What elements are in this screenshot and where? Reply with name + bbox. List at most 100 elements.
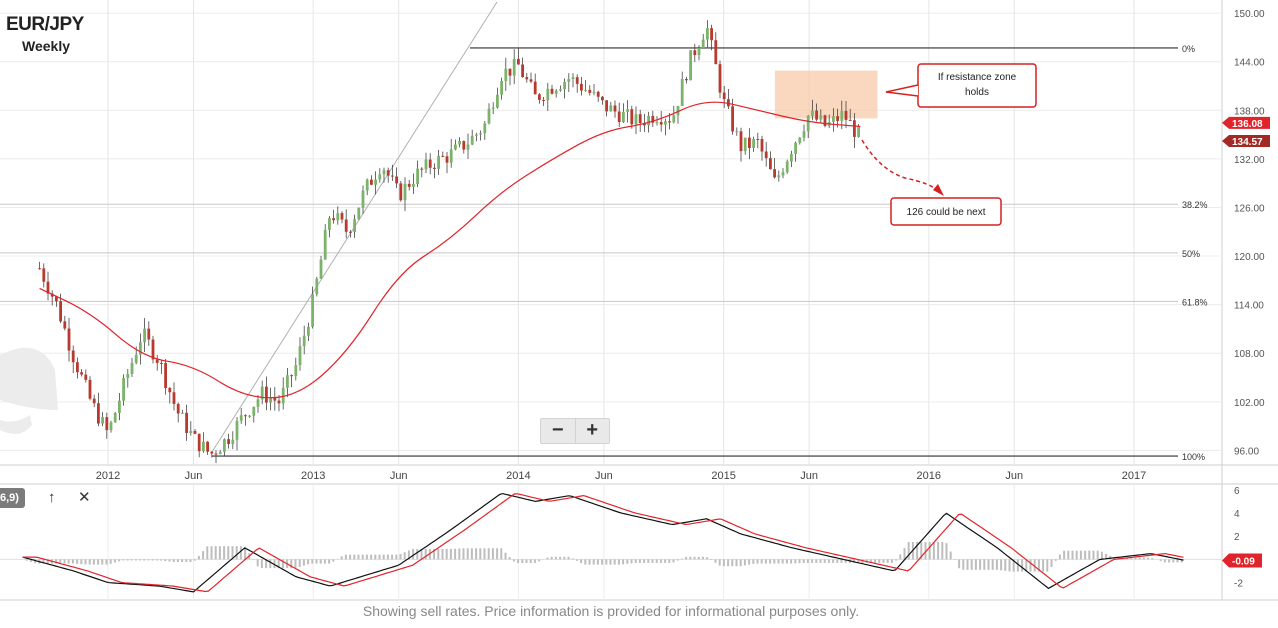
zoom-out-button[interactable]: − — [541, 419, 576, 443]
candle — [38, 268, 41, 270]
candle — [538, 94, 541, 100]
candle — [764, 151, 768, 159]
candle — [353, 219, 356, 233]
candle — [811, 110, 814, 116]
candle — [714, 40, 718, 65]
candle — [273, 397, 277, 401]
candle — [328, 218, 331, 230]
candle — [445, 156, 449, 163]
candle — [722, 92, 726, 100]
candle — [181, 412, 184, 414]
y-tick-label: 138.00 — [1234, 106, 1265, 117]
fib-label: 61.8% — [1182, 297, 1208, 307]
candle — [403, 183, 407, 201]
candle — [802, 131, 806, 138]
candle — [172, 392, 176, 404]
macd-line — [22, 492, 1184, 593]
candle — [609, 105, 613, 112]
candle — [197, 433, 201, 452]
y-tick-label: 120.00 — [1234, 252, 1265, 263]
candles-group — [38, 20, 860, 464]
candle — [134, 354, 138, 363]
candle — [332, 218, 335, 221]
candle — [659, 122, 663, 125]
x-tick-label: Jun — [390, 470, 408, 482]
candle — [626, 109, 629, 112]
candle — [596, 91, 600, 97]
candle — [844, 110, 848, 120]
candle — [857, 126, 860, 137]
move-up-icon[interactable]: ↑ — [48, 489, 56, 506]
zoom-in-button[interactable]: + — [586, 419, 599, 441]
candle — [437, 155, 440, 169]
watermark-logo-part — [0, 415, 32, 434]
candle — [554, 90, 558, 94]
candle — [836, 116, 839, 121]
candle — [689, 50, 692, 81]
indicator-label[interactable]: 6,9) — [0, 488, 25, 508]
x-tick-label: 2014 — [506, 470, 530, 482]
candle — [160, 362, 163, 364]
candle — [617, 111, 621, 123]
candle — [269, 397, 272, 403]
candle — [571, 77, 575, 80]
candle — [748, 137, 751, 148]
candle — [202, 441, 205, 452]
candle — [806, 115, 810, 132]
x-tick-label: Jun — [1005, 470, 1023, 482]
macd-value-label: -0.09 — [1232, 556, 1255, 567]
candle — [391, 175, 394, 177]
candle — [819, 115, 823, 120]
candle — [357, 207, 361, 220]
candle — [265, 386, 268, 403]
chart-subtitle: Weekly — [22, 38, 70, 54]
close-indicator-icon[interactable]: ✕ — [78, 489, 91, 506]
candle — [504, 68, 508, 82]
candle — [441, 155, 445, 157]
candle — [307, 326, 310, 336]
candle — [67, 328, 71, 351]
candle — [664, 121, 667, 125]
candle — [601, 96, 604, 101]
candle — [428, 159, 432, 168]
y-tick-label: 96.00 — [1234, 446, 1259, 457]
candle — [147, 328, 151, 340]
candle — [433, 167, 436, 169]
candle — [298, 346, 302, 366]
candle — [227, 439, 230, 444]
candle — [101, 417, 104, 424]
candle — [680, 78, 684, 107]
candle — [630, 109, 634, 125]
candle — [424, 159, 428, 170]
candle — [294, 365, 298, 377]
candle — [109, 422, 113, 431]
candle — [256, 399, 260, 407]
candle — [672, 115, 676, 123]
fib-label: 38.2% — [1182, 200, 1208, 210]
candle — [286, 375, 289, 388]
candle — [462, 141, 466, 150]
candle — [340, 213, 344, 220]
candle — [718, 64, 722, 93]
candle — [798, 137, 802, 143]
signal-line — [22, 493, 1184, 593]
projection-arrowhead — [933, 184, 944, 196]
candle — [395, 176, 398, 184]
y-tick-label: 114.00 — [1234, 301, 1264, 312]
candle — [487, 108, 491, 124]
candle — [613, 105, 617, 112]
candle — [743, 137, 747, 152]
candle — [214, 453, 218, 455]
candle — [496, 94, 499, 108]
price-tag-label: 134.57 — [1232, 137, 1263, 148]
candle — [512, 58, 516, 76]
candle — [118, 400, 121, 413]
candle — [584, 89, 587, 91]
candle — [88, 379, 92, 399]
candle — [143, 328, 146, 343]
x-tick-label: 2017 — [1122, 470, 1146, 482]
candle — [525, 77, 529, 80]
candle — [790, 153, 793, 162]
candle — [529, 79, 533, 82]
candle — [685, 78, 688, 81]
